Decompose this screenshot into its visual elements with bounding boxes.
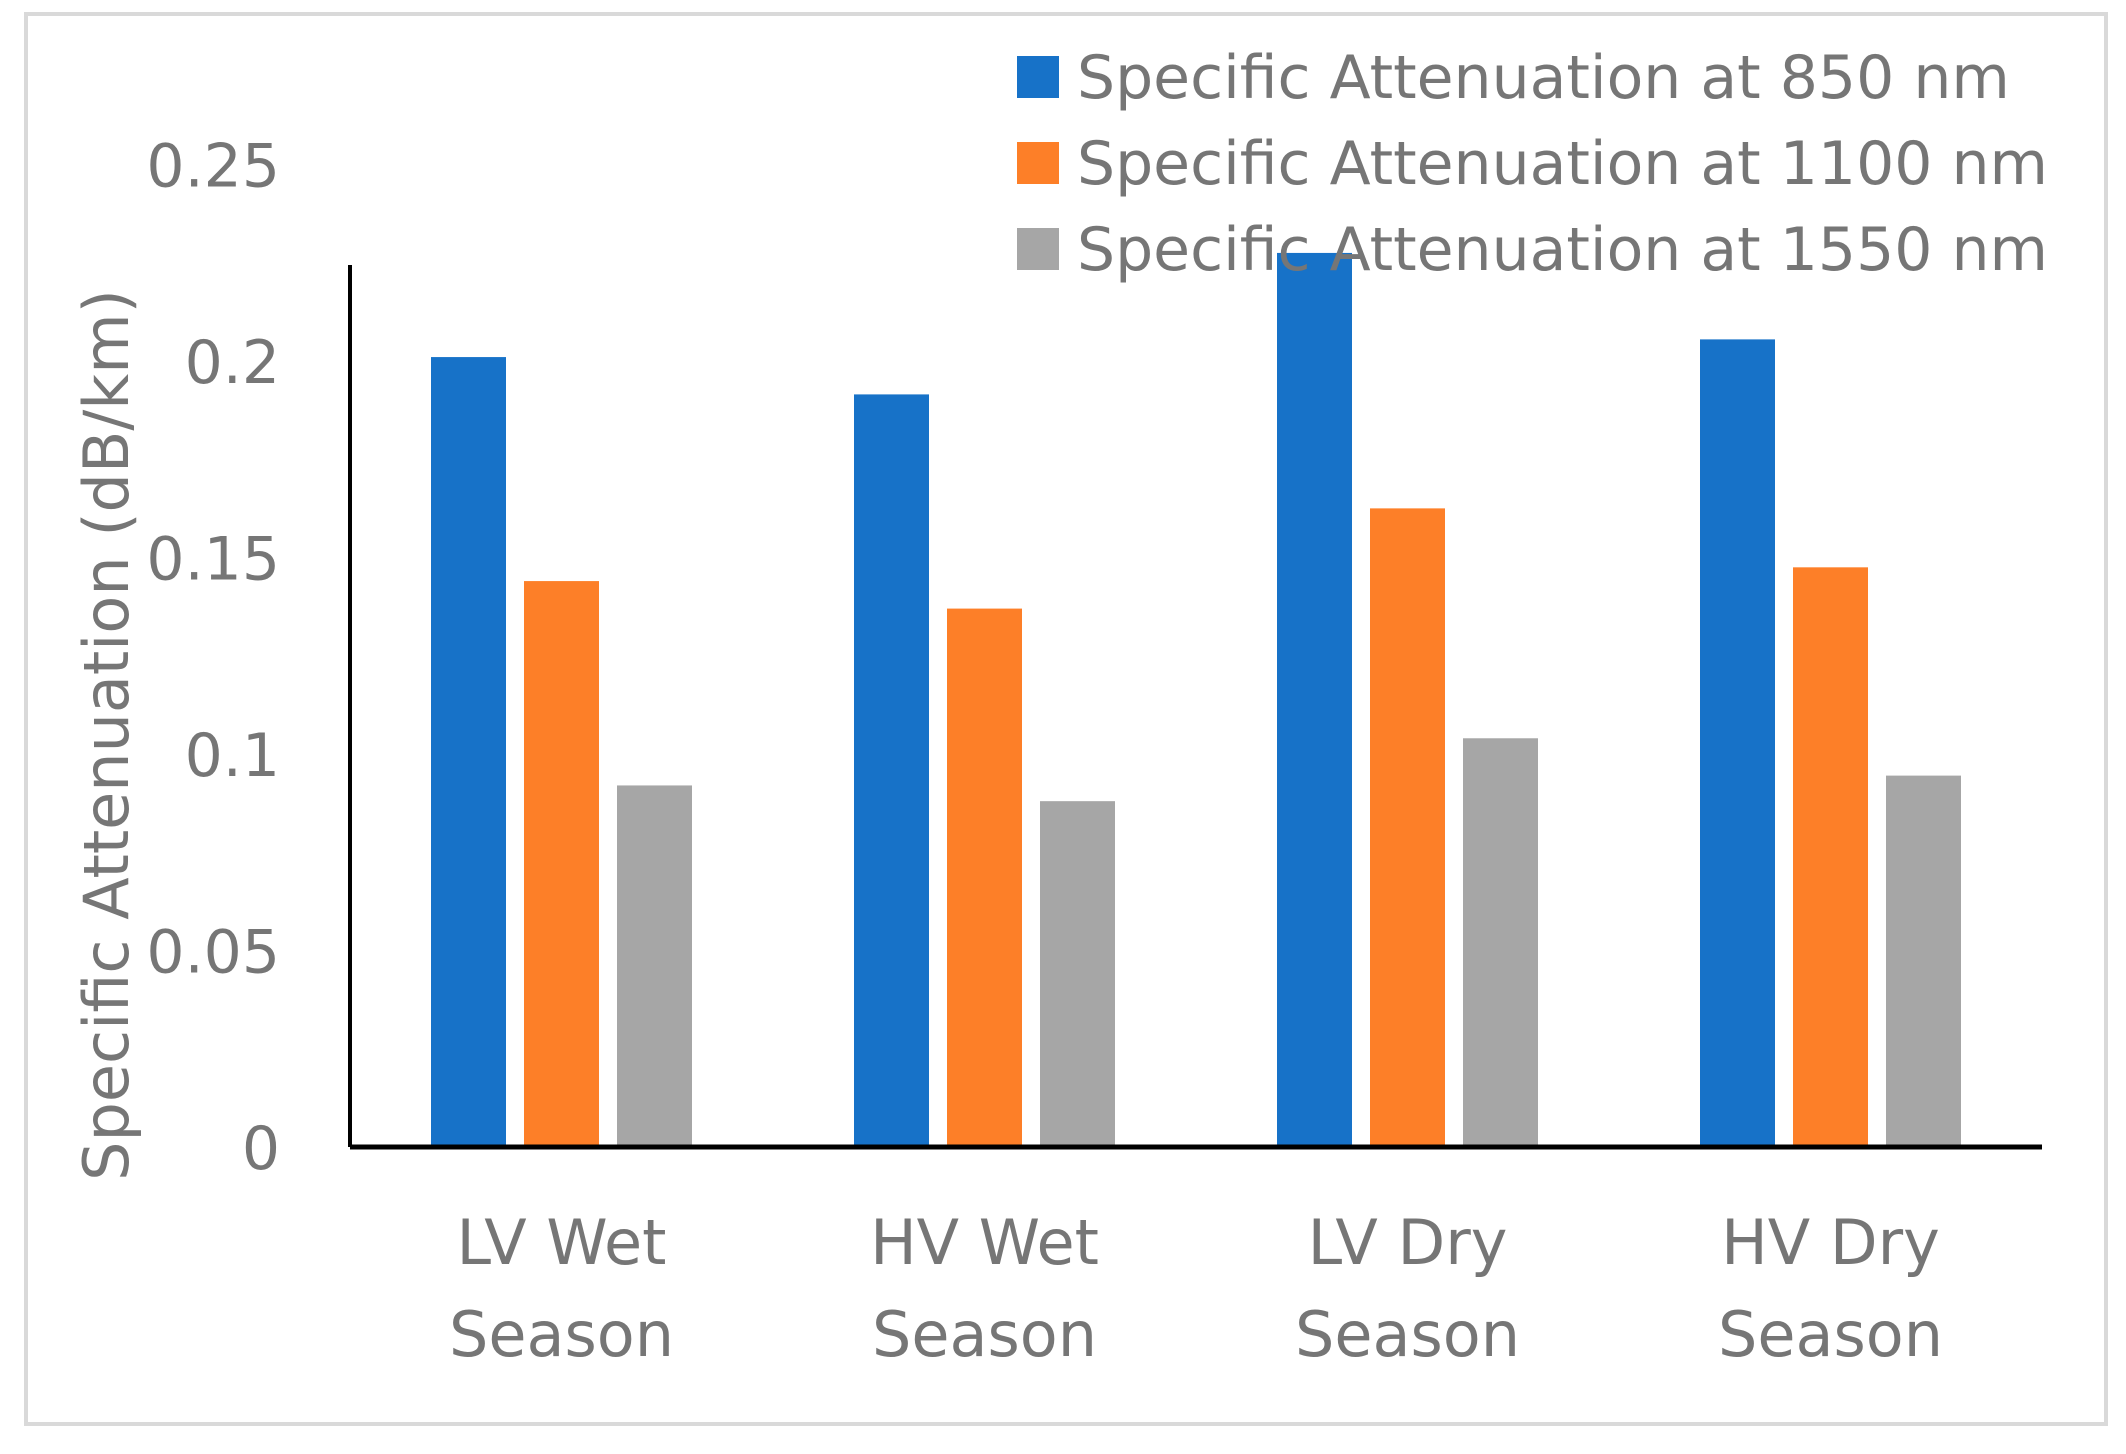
x-tick-label: Season [872,1298,1097,1371]
y-tick-label: 0.15 [146,525,280,595]
y-tick-label: 0 [242,1114,280,1184]
y-axis-ticks: 0 0.05 0.1 0.15 0.2 0.25 [146,132,280,1185]
bar-1-series-3 [617,785,692,1147]
x-tick-label: HV Dry [1721,1206,1940,1279]
legend-label-1: Specific Attenuation at 850 nm [1077,43,2010,113]
x-tick-label: LV Dry [1308,1206,1508,1279]
legend-swatch-2 [1017,142,1059,184]
legend-label-3: Specific Attenuation at 1550 nm [1077,215,2048,285]
x-tick-label: Season [449,1298,674,1371]
y-tick-label: 0.25 [146,132,280,202]
y-tick-label: 0.1 [185,721,280,791]
x-tick-label: Season [1718,1298,1943,1371]
bar-3-series-2 [1370,508,1445,1147]
bar-1-series-2 [524,581,599,1147]
bar-2-series-2 [947,608,1022,1147]
bar-1-series-1 [431,357,506,1147]
bar-3-series-1 [1277,252,1352,1148]
legend-swatch-3 [1017,228,1059,270]
x-tick-label: Season [1295,1298,1520,1371]
x-axis-ticks: LV Wet Season HV Wet Season LV Dry Season HV D… [449,1206,1943,1371]
legend-label-2: Specific Attenuation at 1100 nm [1077,129,2048,199]
y-axis-title: Specific Attenuation (dB/km) [70,289,143,1181]
x-tick-label: LV Wet [457,1206,667,1279]
bars-layer [431,252,1961,1148]
y-tick-label: 0.2 [185,328,280,398]
bar-2-series-1 [854,394,929,1147]
x-tick-label: HV Wet [870,1206,1099,1279]
bar-4-series-2 [1793,567,1868,1147]
legend: Specific Attenuation at 850 nm Specific A… [1017,43,2048,285]
bar-4-series-3 [1886,775,1961,1147]
y-tick-label: 0.05 [146,918,280,988]
bar-3-series-3 [1463,738,1538,1147]
bar-2-series-3 [1040,801,1115,1147]
legend-swatch-1 [1017,56,1059,98]
bar-4-series-1 [1700,339,1775,1147]
